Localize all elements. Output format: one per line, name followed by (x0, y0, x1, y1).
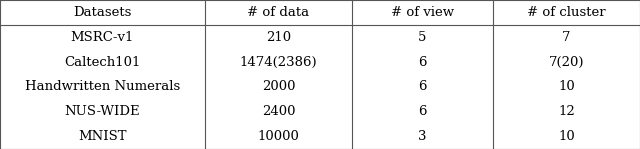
Text: 7: 7 (562, 31, 571, 44)
Text: 10: 10 (558, 80, 575, 93)
Text: NUS-WIDE: NUS-WIDE (65, 105, 140, 118)
Text: 2000: 2000 (262, 80, 295, 93)
Text: 6: 6 (418, 56, 427, 69)
Text: MSRC-v1: MSRC-v1 (70, 31, 134, 44)
Text: MNIST: MNIST (78, 130, 127, 143)
Text: 3: 3 (418, 130, 427, 143)
Text: Handwritten Numerals: Handwritten Numerals (25, 80, 180, 93)
Text: 7(20): 7(20) (548, 56, 584, 69)
Text: 1474(2386): 1474(2386) (239, 56, 317, 69)
Text: 210: 210 (266, 31, 291, 44)
Text: 12: 12 (558, 105, 575, 118)
Text: Caltech101: Caltech101 (64, 56, 141, 69)
Text: # of data: # of data (247, 6, 310, 19)
Text: 6: 6 (418, 80, 427, 93)
Text: 10: 10 (558, 130, 575, 143)
Text: Datasets: Datasets (73, 6, 132, 19)
Text: 6: 6 (418, 105, 427, 118)
Text: 2400: 2400 (262, 105, 295, 118)
Text: # of cluster: # of cluster (527, 6, 605, 19)
Text: 5: 5 (418, 31, 427, 44)
Text: 10000: 10000 (257, 130, 300, 143)
Text: # of view: # of view (391, 6, 454, 19)
